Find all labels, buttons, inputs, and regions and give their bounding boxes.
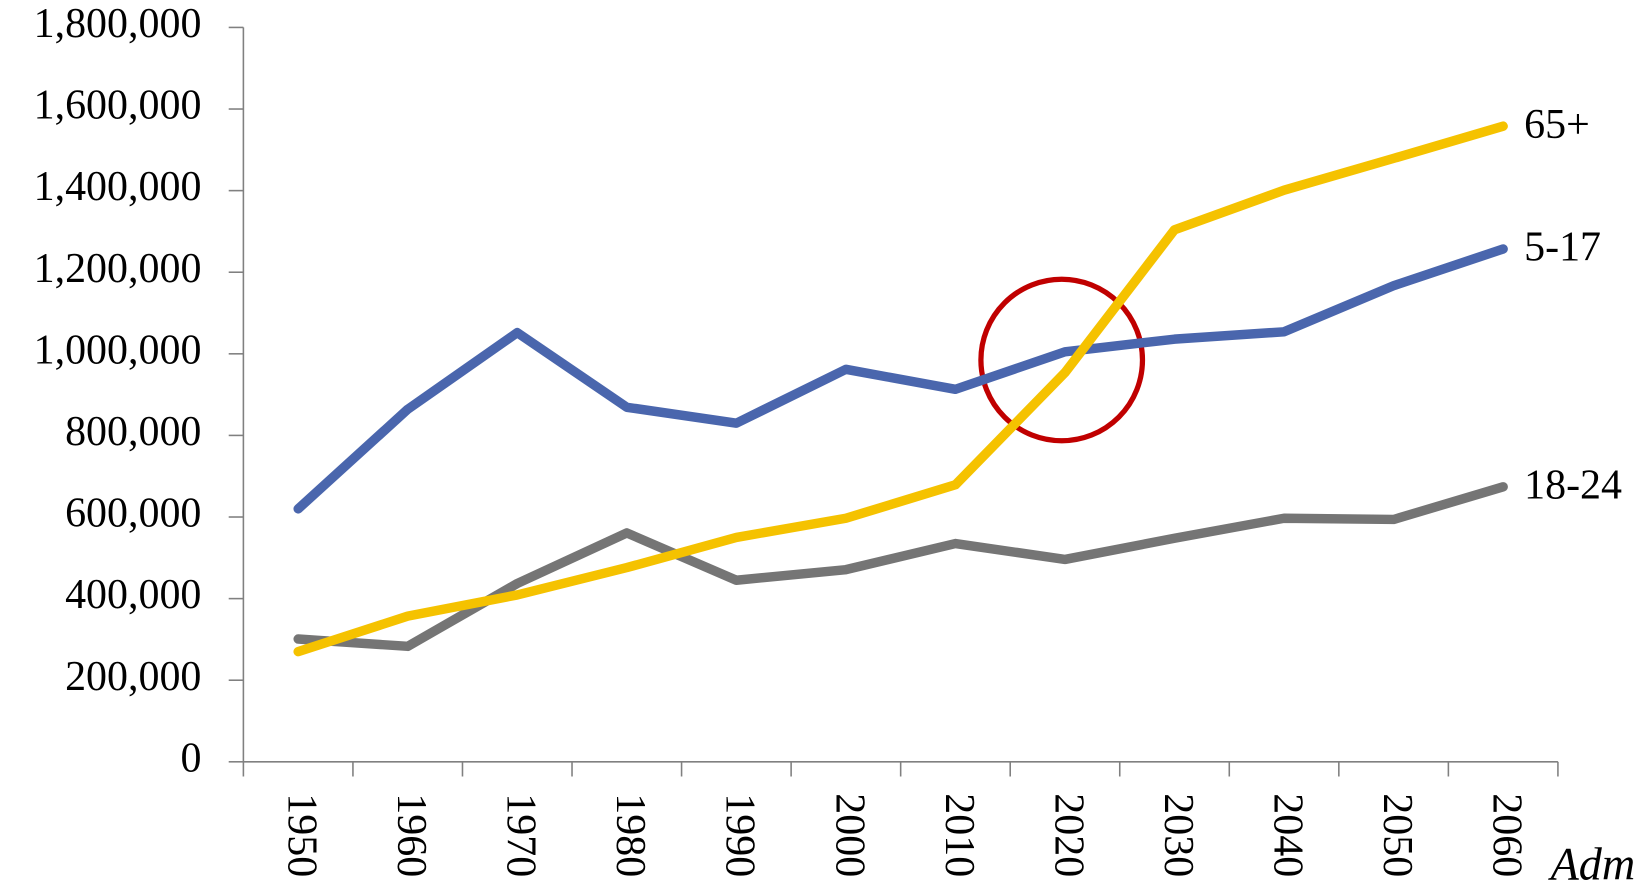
y-tick-label: 1,400,000 (34, 164, 202, 210)
series-label: 18-24 (1524, 463, 1622, 509)
y-tick-label: 800,000 (65, 409, 201, 455)
x-tick-label: 1980 (607, 793, 653, 877)
series-line (293, 244, 1508, 514)
y-tick-label: 0 (180, 735, 201, 781)
y-tick-label: 200,000 (65, 654, 201, 700)
x-tick-label: 1990 (717, 793, 763, 877)
y-tick-label: 1,000,000 (34, 327, 202, 373)
y-tick-label: 1,600,000 (34, 83, 202, 129)
series-line (293, 482, 1508, 652)
y-tick-label: 1,200,000 (34, 246, 202, 292)
x-tick-label: 2030 (1155, 793, 1201, 877)
x-tick-label: 2040 (1264, 793, 1310, 877)
y-tick-label: 600,000 (65, 491, 201, 537)
x-tick-label: 1970 (498, 793, 544, 877)
series-line (293, 121, 1508, 657)
x-tick-label: 2020 (1045, 793, 1091, 877)
x-tick-label: 2060 (1484, 793, 1530, 877)
series-label: 65+ (1524, 102, 1590, 148)
highlight-circle (978, 276, 1146, 444)
x-tick-label: 1960 (388, 793, 434, 877)
y-tick-label: 400,000 (65, 572, 201, 618)
x-tick-label: 1950 (279, 793, 325, 877)
watermark: Adm (1548, 838, 1636, 889)
series-label: 5-17 (1524, 225, 1601, 271)
x-tick-label: 2050 (1374, 793, 1420, 877)
x-tick-label: 2000 (826, 793, 872, 877)
y-tick-label: 1,800,000 (34, 1, 202, 47)
x-tick-label: 2010 (936, 793, 982, 877)
